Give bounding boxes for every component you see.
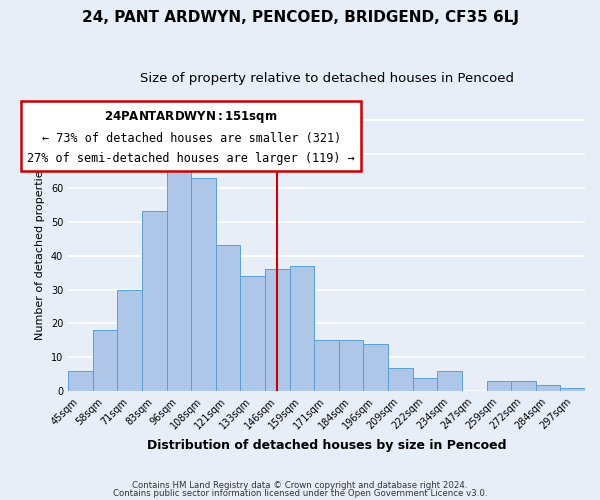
Bar (536, 384, 560, 392)
Bar (364, 344, 388, 392)
Bar (216, 246, 241, 392)
Text: Contains public sector information licensed under the Open Government Licence v3: Contains public sector information licen… (113, 488, 487, 498)
Bar (413, 378, 437, 392)
Bar (265, 269, 290, 392)
X-axis label: Distribution of detached houses by size in Pencoed: Distribution of detached houses by size … (147, 440, 506, 452)
Bar (191, 178, 216, 392)
Text: $\bf{24 PANT ARDWYN: 151sqm}$
← 73% of detached houses are smaller (321)
27% of : $\bf{24 PANT ARDWYN: 151sqm}$ ← 73% of d… (28, 109, 355, 165)
Bar (339, 340, 364, 392)
Bar (93, 330, 118, 392)
Bar (142, 212, 167, 392)
Bar (68, 371, 93, 392)
Bar (314, 340, 339, 392)
Title: Size of property relative to detached houses in Pencoed: Size of property relative to detached ho… (140, 72, 514, 86)
Text: 24, PANT ARDWYN, PENCOED, BRIDGEND, CF35 6LJ: 24, PANT ARDWYN, PENCOED, BRIDGEND, CF35… (82, 10, 518, 25)
Bar (388, 368, 413, 392)
Bar (511, 381, 536, 392)
Text: Contains HM Land Registry data © Crown copyright and database right 2024.: Contains HM Land Registry data © Crown c… (132, 481, 468, 490)
Bar (167, 168, 191, 392)
Y-axis label: Number of detached properties: Number of detached properties (35, 164, 46, 340)
Bar (437, 371, 462, 392)
Bar (241, 276, 265, 392)
Bar (290, 266, 314, 392)
Bar (560, 388, 585, 392)
Bar (118, 290, 142, 392)
Bar (487, 381, 511, 392)
